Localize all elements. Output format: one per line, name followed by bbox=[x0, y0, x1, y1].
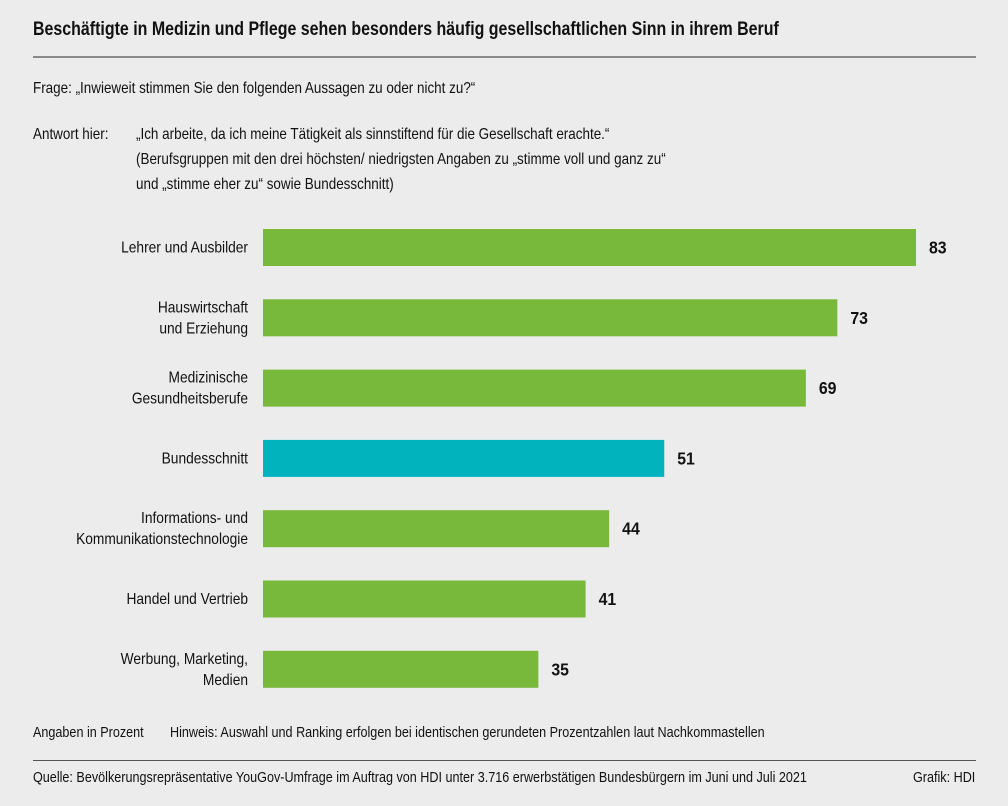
title-divider bbox=[33, 56, 976, 58]
question-text: Frage: „Inwieweit stimmen Sie den folgen… bbox=[33, 80, 476, 97]
category-label: Werbung, Marketing, bbox=[121, 650, 248, 668]
bar bbox=[263, 510, 610, 548]
category-label: Medien bbox=[203, 671, 248, 689]
bar bbox=[263, 369, 806, 407]
bar bbox=[263, 439, 665, 477]
hint-note: Hinweis: Auswahl und Ranking erfolgen be… bbox=[170, 724, 765, 741]
value-label: 41 bbox=[599, 589, 617, 609]
category-label: Kommunikationstechnologie bbox=[76, 530, 248, 548]
answer-note-1: (Berufsgruppen mit den drei höchsten/ ni… bbox=[136, 151, 666, 168]
value-label: 69 bbox=[819, 378, 837, 398]
category-label: Bundesschnitt bbox=[162, 449, 249, 467]
category-label: und Erziehung bbox=[159, 319, 248, 337]
bar bbox=[263, 650, 539, 688]
category-label: Lehrer und Ausbilder bbox=[121, 239, 248, 257]
footer-divider bbox=[33, 760, 976, 761]
category-label: Medizinische bbox=[169, 369, 248, 387]
value-label: 35 bbox=[551, 659, 569, 679]
category-label: Informations- und bbox=[141, 509, 248, 527]
category-label: Hauswirtschaft bbox=[158, 298, 249, 316]
category-label: Handel und Vertrieb bbox=[126, 590, 248, 608]
value-label: 51 bbox=[677, 448, 695, 468]
chart-title: Beschäftigte in Medizin und Pflege sehen… bbox=[33, 19, 779, 40]
credit-note: Grafik: HDI bbox=[913, 769, 976, 786]
source-note: Quelle: Bevölkerungsrepräsentative YouGo… bbox=[33, 769, 807, 786]
value-label: 83 bbox=[929, 238, 947, 258]
value-label: 44 bbox=[622, 519, 640, 539]
value-label: 73 bbox=[850, 308, 868, 328]
answer-prefix: Antwort hier: bbox=[33, 126, 109, 143]
answer-note-2: und „stimme eher zu“ sowie Bundesschnitt… bbox=[136, 176, 394, 193]
bar bbox=[263, 229, 916, 266]
unit-note: Angaben in Prozent bbox=[33, 724, 144, 741]
answer-text: „Ich arbeite, da ich meine Tätigkeit als… bbox=[136, 126, 610, 143]
bar bbox=[263, 299, 838, 337]
category-label: Gesundheitsberufe bbox=[132, 390, 248, 408]
bar bbox=[263, 580, 586, 618]
